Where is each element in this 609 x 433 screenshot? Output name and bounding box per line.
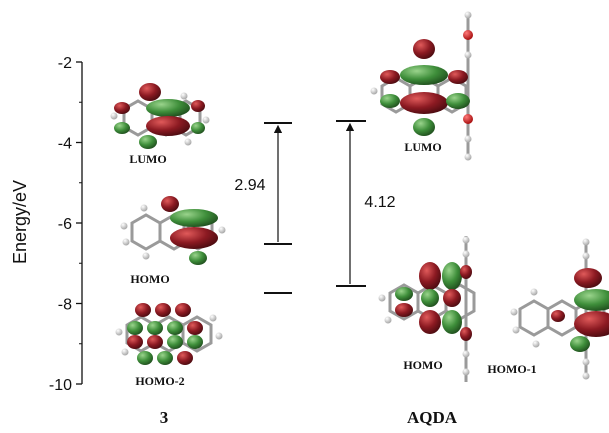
gap-value-aqda: 4.12 (364, 194, 395, 211)
y-tick-label: -2 (58, 55, 72, 72)
label-homo-1-aqda: HOMO-1 (487, 362, 536, 376)
y-tick-label: -6 (58, 216, 72, 233)
y-tick-label: -8 (58, 297, 72, 314)
y-tick-label: -4 (58, 136, 72, 153)
compound-label-aqda: AQDA (407, 408, 458, 427)
label-homo-2-3: HOMO-2 (135, 374, 184, 388)
levels-3 (264, 122, 292, 294)
label-homo-3: HOMO (130, 272, 169, 286)
orbital-homo-aqda (378, 236, 476, 382)
orbital-homo-2-3 (115, 303, 223, 365)
label-homo-aqda: HOMO (403, 358, 442, 372)
label-lumo-aqda: LUMO (404, 140, 441, 154)
orbital-lumo-aqda (370, 11, 473, 161)
label-lumo-3: LUMO (129, 152, 166, 166)
y-axis-label: Energy/eV (10, 180, 30, 264)
gap-value-3: 2.94 (234, 177, 265, 194)
orbital-lumo-3 (110, 83, 210, 149)
levels-aqda (336, 120, 366, 287)
y-tick-label: -10 (49, 377, 72, 394)
orbital-homo-3 (120, 196, 226, 265)
orbital-homo-1-aqda (510, 238, 609, 380)
compound-label-3: 3 (160, 408, 169, 427)
y-axis: -2 -4 -6 -8 -10 (49, 55, 83, 394)
